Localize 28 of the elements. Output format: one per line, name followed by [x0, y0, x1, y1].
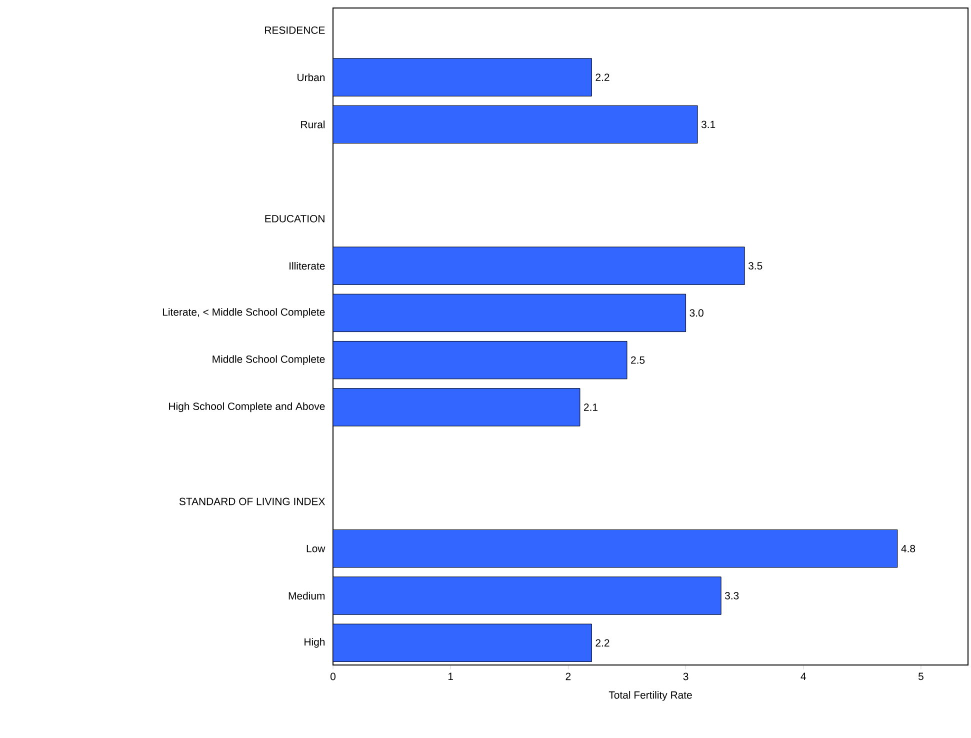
y-tick-label: EDUCATION: [265, 214, 324, 222]
data-label: 3.0: [690, 309, 704, 317]
y-tick-label: Rural: [301, 120, 325, 128]
data-label: 2.5: [631, 356, 645, 364]
y-tick-label: Literate, < Middle School Complete: [162, 308, 325, 318]
y-tick-label: Medium: [288, 592, 325, 600]
x-axis-title: Total Fertility Rate: [608, 691, 692, 701]
x-tick-label: 0: [330, 672, 336, 680]
y-tick-label: Middle School Complete: [212, 355, 325, 365]
y-tick-label: Low: [306, 544, 326, 552]
data-label: 2.1: [584, 404, 598, 411]
data-label: 3.3: [724, 592, 739, 600]
x-tick-label: 2: [566, 672, 571, 680]
data-label: 2.2: [596, 74, 610, 81]
y-tick-label: STANDARD OF LIVING INDEX: [179, 498, 325, 506]
y-tick-label: Urban: [298, 73, 325, 82]
data-label: 3.1: [701, 120, 716, 128]
y-tick-label: Illiterate: [290, 262, 325, 270]
x-tick-label: 5: [918, 672, 924, 680]
y-tick-label: High: [304, 638, 325, 648]
x-tick-label: 3: [683, 672, 688, 680]
data-label: 4.8: [901, 544, 916, 552]
data-label: 2.2: [596, 639, 610, 647]
data-label: 3.5: [748, 262, 762, 270]
x-tick-label: 4: [800, 672, 806, 680]
y-tick-label: RESIDENCE: [265, 26, 325, 34]
y-tick-label: High School Complete and Above: [169, 402, 325, 412]
x-tick-label: 1: [448, 672, 453, 680]
